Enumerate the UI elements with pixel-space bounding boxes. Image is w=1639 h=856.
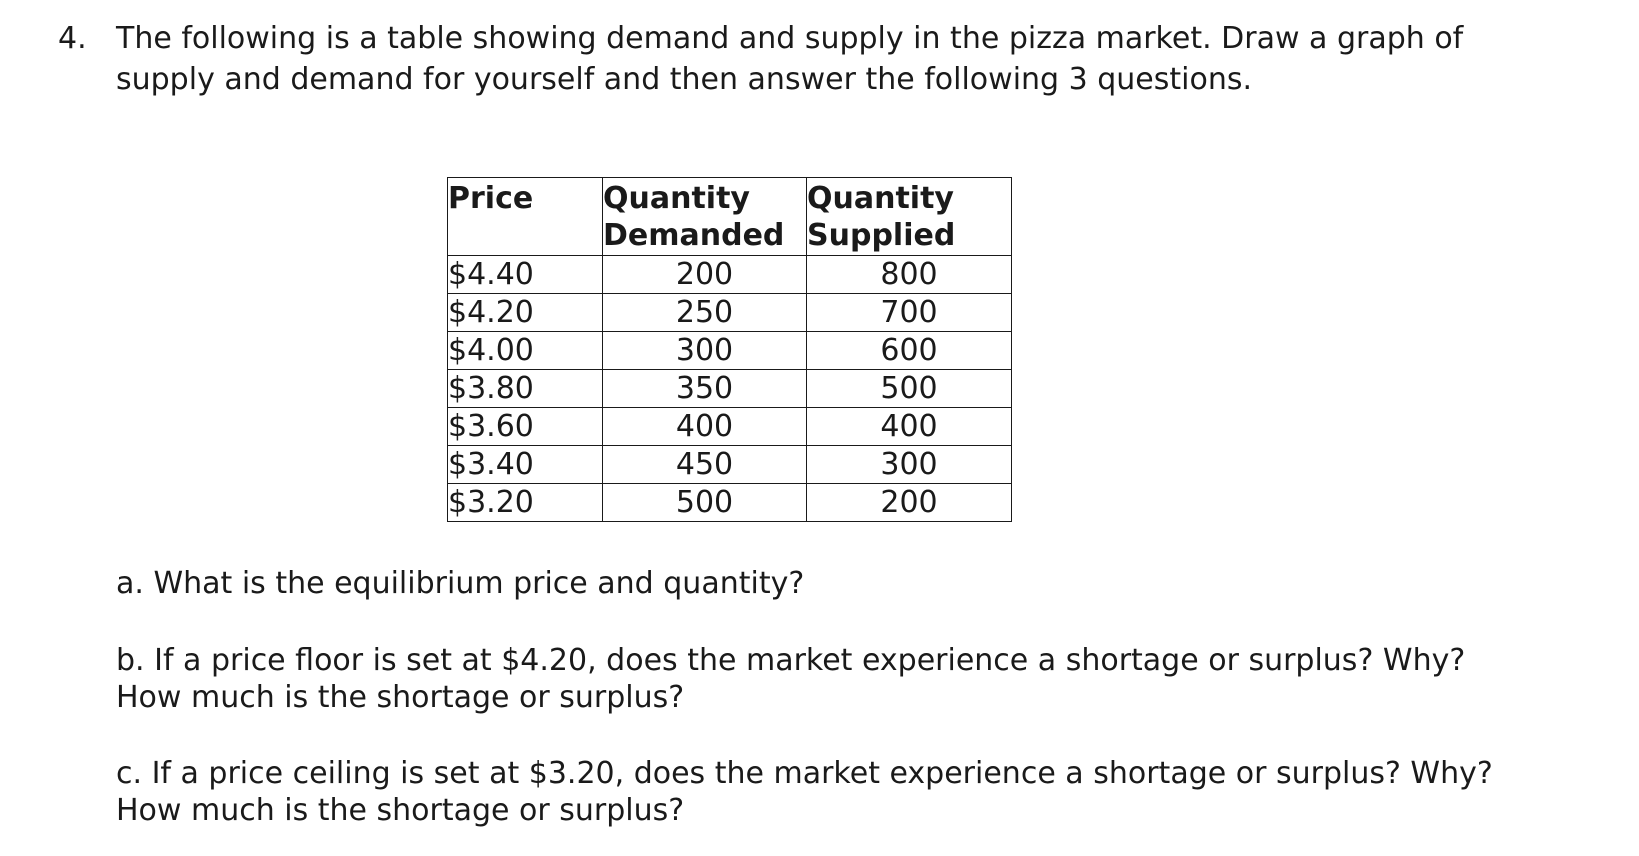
table-header: Price Quantity Demanded Quantity Supplie… (447, 177, 1012, 256)
quantity-demanded-cell: 250 (602, 293, 807, 332)
quantity-demanded-cell: 500 (602, 483, 807, 522)
quantity-supplied-cell: 200 (806, 483, 1012, 522)
sub-question-c-line: How much is the shortage or surplus? (116, 793, 685, 828)
question-number: 4. (58, 21, 87, 56)
question-text-line: supply and demand for yourself and then … (116, 62, 1253, 97)
quantity-demanded-cell: 300 (602, 331, 807, 370)
quantity-supplied-cell: 500 (806, 369, 1012, 408)
quantity-demanded-cell: 450 (602, 445, 807, 484)
sub-question-b-line: b. If a price floor is set at $4.20, doe… (116, 643, 1466, 678)
quantity-demanded-cell: 200 (602, 255, 807, 294)
table-row: $4.40 200 800 (447, 255, 1012, 294)
price-header-label: Price (448, 181, 534, 216)
price-cell: $4.40 (447, 255, 603, 294)
table-header-row: Price Quantity Demanded Quantity Supplie… (447, 177, 1012, 256)
price-cell: $3.40 (447, 445, 603, 484)
quantity-supplied-cell: 600 (806, 331, 1012, 370)
table-row: $4.20 250 700 (447, 293, 1012, 332)
quantity-supplied-cell: 400 (806, 407, 1012, 446)
sub-question-b: b. If a price floor is set at $4.20, doe… (116, 642, 1465, 716)
table-row: $4.00 300 600 (447, 331, 1012, 370)
quantity-supplied-cell: 700 (806, 293, 1012, 332)
quantity-demanded-header-line: Quantity (603, 181, 750, 216)
table-body: $4.40 200 800 $4.20 250 700 $4.00 300 60… (447, 255, 1012, 522)
sub-question-b-line: How much is the shortage or surplus? (116, 680, 685, 715)
quantity-demanded-header-line: Demanded (603, 218, 785, 253)
table-row: $3.20 500 200 (447, 483, 1012, 522)
sub-question-c-line: c. If a price ceiling is set at $3.20, d… (116, 756, 1493, 791)
question-text-line: The following is a table showing demand … (116, 21, 1464, 56)
sub-question-a: a. What is the equilibrium price and qua… (116, 565, 804, 602)
quantity-supplied-header-line: Supplied (807, 218, 956, 253)
price-cell: $3.80 (447, 369, 603, 408)
price-cell: $4.00 (447, 331, 603, 370)
quantity-supplied-cell: 800 (806, 255, 1012, 294)
question-text: The following is a table showing demand … (116, 18, 1596, 100)
quantity-supplied-cell: 300 (806, 445, 1012, 484)
price-header: Price (447, 177, 603, 256)
table-row: $3.80 350 500 (447, 369, 1012, 408)
price-cell: $4.20 (447, 293, 603, 332)
quantity-supplied-header: Quantity Supplied (806, 177, 1012, 256)
sub-question-a-line: a. What is the equilibrium price and qua… (116, 566, 805, 601)
quantity-supplied-header-line: Quantity (807, 181, 954, 216)
price-cell: $3.60 (447, 407, 603, 446)
quantity-demanded-cell: 400 (602, 407, 807, 446)
table-row: $3.60 400 400 (447, 407, 1012, 446)
quantity-demanded-header: Quantity Demanded (602, 177, 807, 256)
price-cell: $3.20 (447, 483, 603, 522)
table-row: $3.40 450 300 (447, 445, 1012, 484)
quantity-demanded-cell: 350 (602, 369, 807, 408)
sub-question-c: c. If a price ceiling is set at $3.20, d… (116, 755, 1493, 829)
supply-demand-table: Price Quantity Demanded Quantity Supplie… (447, 177, 1012, 522)
question-intro: 4. The following is a table showing dema… (58, 18, 1596, 100)
